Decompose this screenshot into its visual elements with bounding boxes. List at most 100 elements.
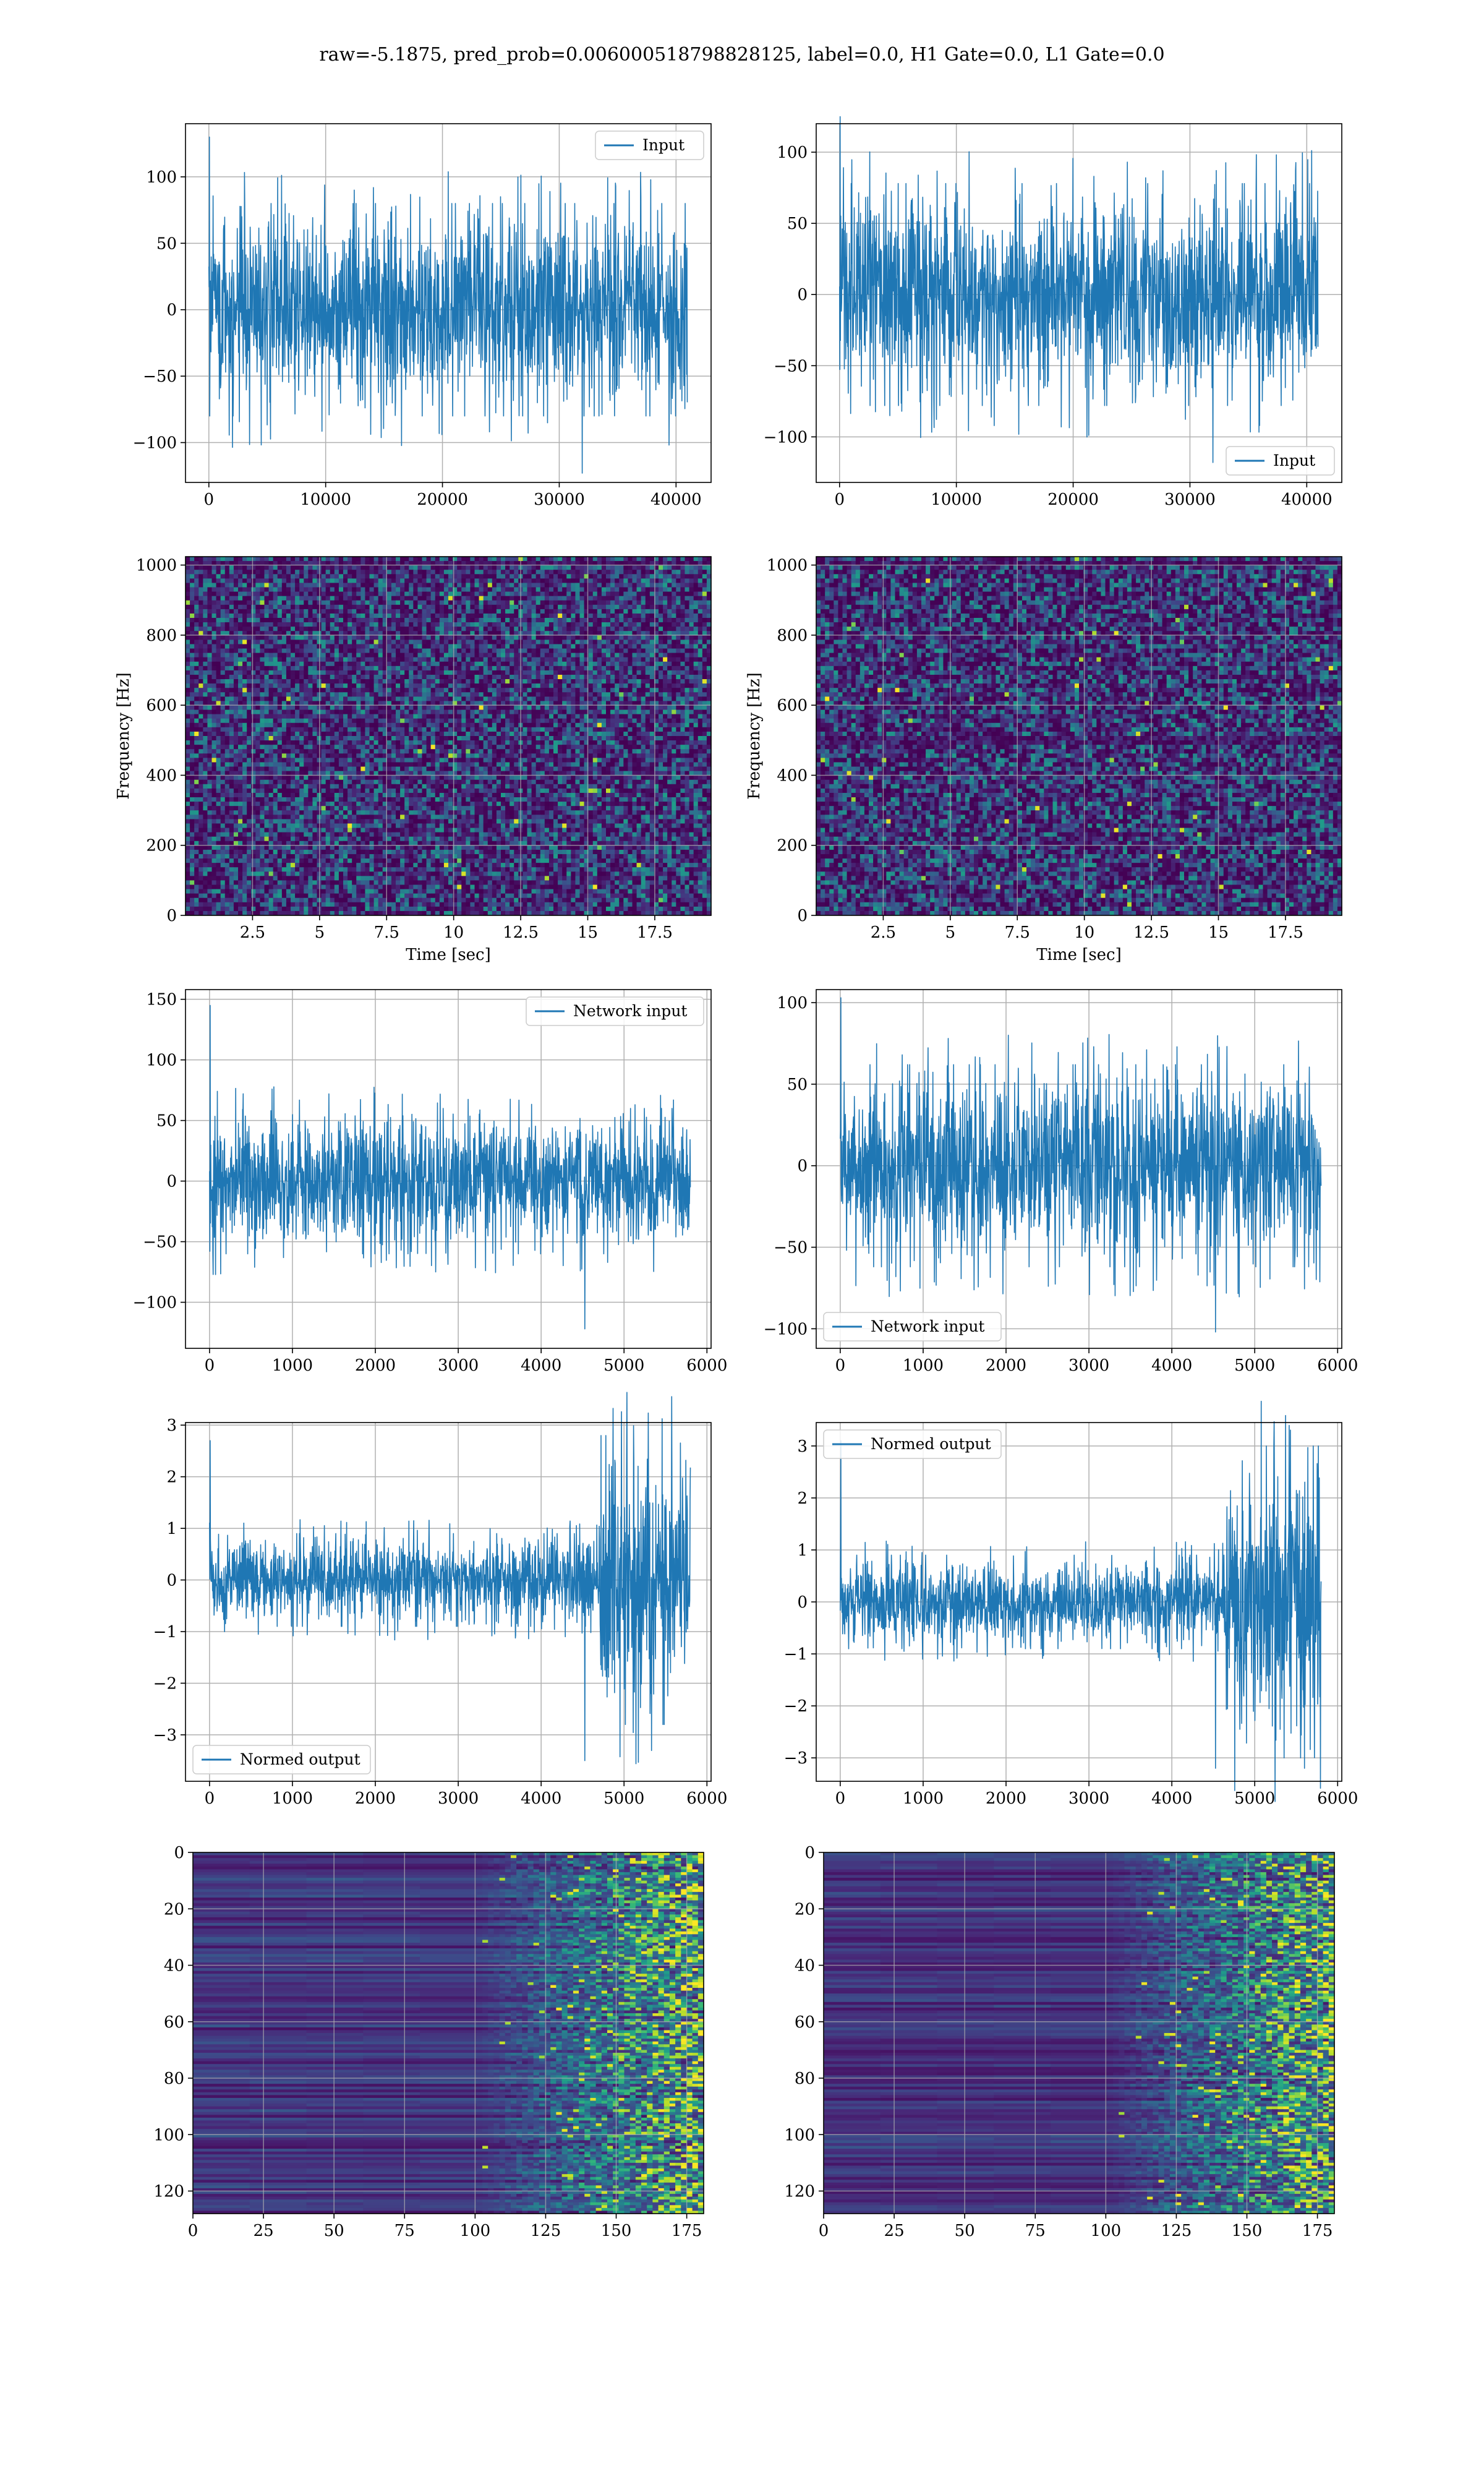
heatmap-cell: [299, 565, 304, 570]
heatmap-cell: [269, 574, 274, 579]
heatmap-cell: [510, 618, 514, 623]
heatmap-cell: [360, 675, 365, 680]
heatmap-cell: [492, 601, 497, 606]
heatmap-cell: [527, 618, 532, 623]
heatmap-cell: [562, 627, 567, 631]
heatmap-cell: [198, 644, 203, 649]
heatmap-cell: [615, 644, 620, 649]
heatmap-cell: [229, 627, 234, 631]
heatmap-cell: [444, 653, 449, 658]
heatmap-cell: [286, 670, 291, 675]
heatmap-cell: [694, 640, 699, 644]
heatmap-cell: [295, 723, 300, 728]
heatmap-cell: [558, 596, 563, 601]
heatmap-cell: [532, 622, 537, 627]
heatmap-cell: [575, 622, 580, 627]
heatmap-cell: [646, 657, 650, 662]
heatmap-cell: [194, 696, 199, 701]
heatmap-cell: [417, 592, 422, 597]
heatmap-cell: [370, 605, 375, 610]
heatmap-cell: [242, 653, 247, 658]
heatmap-cell: [207, 605, 212, 610]
heatmap-cell: [299, 588, 304, 593]
heatmap-cell: [540, 588, 545, 593]
y-tick-label: 50: [787, 215, 808, 233]
heatmap-cell: [646, 670, 650, 675]
heatmap-cell: [663, 644, 668, 649]
heatmap-cell: [698, 592, 703, 597]
heatmap-cell: [229, 696, 234, 701]
heatmap-cell: [702, 692, 707, 697]
heatmap-cell: [440, 601, 445, 606]
heatmap-cell: [360, 705, 365, 710]
heatmap-cell: [527, 578, 532, 583]
heatmap-cell: [466, 670, 471, 675]
heatmap-cell: [422, 657, 427, 662]
heatmap-cell: [435, 605, 440, 610]
heatmap-cell: [207, 565, 212, 570]
heatmap-cell: [378, 653, 383, 658]
heatmap-cell: [676, 657, 681, 662]
heatmap-cell: [330, 696, 335, 701]
heatmap-cell: [549, 596, 554, 601]
heatmap-cell: [203, 692, 208, 697]
heatmap-cell: [659, 657, 663, 662]
heatmap-cell: [650, 696, 655, 701]
heatmap-cell: [475, 644, 480, 649]
heatmap-cell: [663, 705, 668, 710]
heatmap-cell: [194, 666, 199, 671]
heatmap-cell: [606, 557, 611, 562]
heatmap-cell: [400, 614, 405, 618]
heatmap-cell: [186, 670, 190, 675]
heatmap-cell: [251, 640, 256, 644]
heatmap-cell: [234, 692, 239, 697]
heatmap-cell: [694, 627, 699, 631]
heatmap-cell: [238, 723, 243, 728]
heatmap-cell: [672, 727, 676, 732]
heatmap-cell: [522, 614, 527, 618]
heatmap-cell: [216, 657, 221, 662]
heatmap-cell: [532, 640, 537, 644]
heatmap-cell: [484, 705, 488, 710]
heatmap-cell: [689, 649, 694, 654]
heatmap-cell: [606, 657, 611, 662]
heatmap-cell: [698, 719, 703, 724]
heatmap-cell: [440, 618, 445, 623]
heatmap-cell: [396, 727, 401, 732]
heatmap-cell: [216, 640, 221, 644]
heatmap-cell: [685, 565, 690, 570]
heatmap-cell: [242, 601, 247, 606]
heatmap-cell: [269, 618, 274, 623]
heatmap-cell: [396, 657, 401, 662]
heatmap-cell: [646, 635, 650, 640]
heatmap-cell: [291, 675, 296, 680]
heatmap-cell: [203, 705, 208, 710]
heatmap-cell: [448, 592, 453, 597]
heatmap-cell: [641, 710, 646, 715]
heatmap-cell: [562, 614, 567, 618]
heatmap-cell: [387, 578, 392, 583]
heatmap-cell: [685, 727, 690, 732]
heatmap-cell: [466, 679, 471, 684]
heatmap-cell: [571, 719, 576, 724]
heatmap-cell: [260, 565, 265, 570]
heatmap-cell: [291, 692, 296, 697]
heatmap-cell: [492, 578, 497, 583]
heatmap-cell: [435, 635, 440, 640]
heatmap-cell: [689, 609, 694, 614]
heatmap-cell: [589, 679, 594, 684]
heatmap-cell: [312, 570, 317, 575]
heatmap-cell: [295, 618, 300, 623]
heatmap-cell: [282, 649, 287, 654]
heatmap-cell: [615, 557, 620, 562]
heatmap-cell: [540, 662, 545, 667]
heatmap-cell: [282, 696, 287, 701]
heatmap-cell: [532, 596, 537, 601]
heatmap-cell: [339, 649, 344, 654]
heatmap-cell: [207, 732, 212, 737]
heatmap-cell: [650, 565, 655, 570]
heatmap-cell: [348, 710, 352, 715]
heatmap-cell: [514, 583, 519, 588]
spectrogram-h1-panel: 2.5 5 7.5 10 12.5 15 17.502004006008001000Time…: [114, 557, 712, 964]
heatmap-cell: [212, 670, 217, 675]
